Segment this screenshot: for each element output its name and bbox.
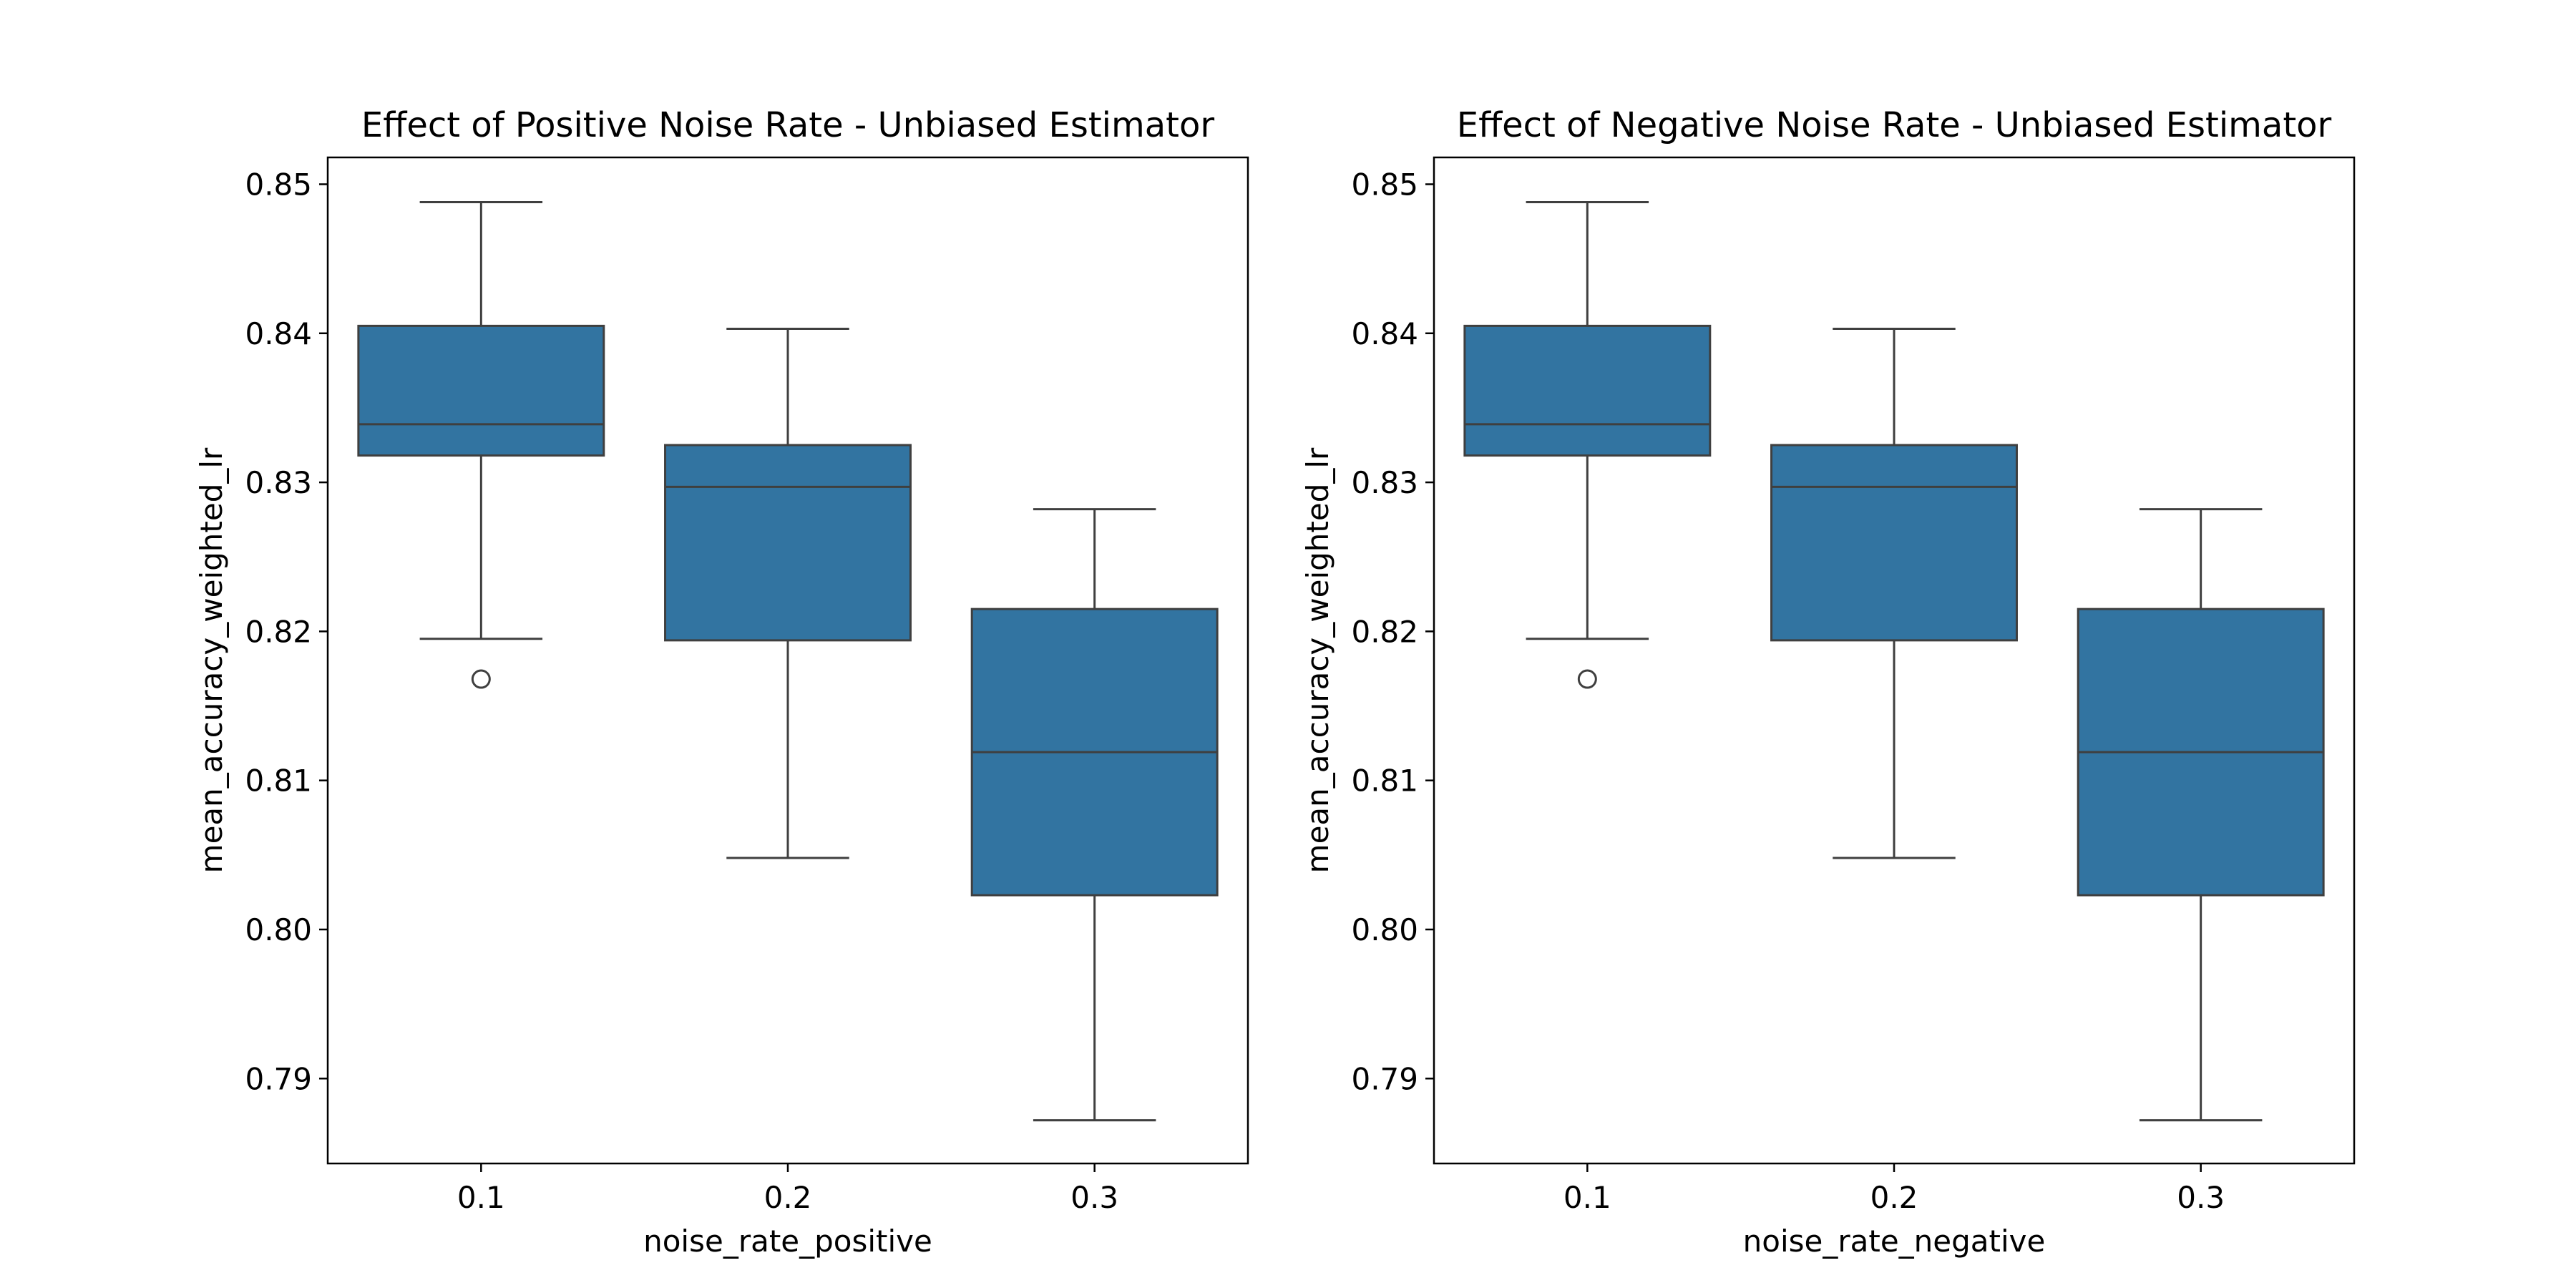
- x-tick-label: 0.1: [1563, 1180, 1611, 1215]
- box-0-3: [970, 508, 1219, 1122]
- y-tick-label: 0.80: [1351, 912, 1418, 947]
- chart-title: Effect of Positive Noise Rate - Unbiased…: [361, 105, 1214, 145]
- x-axis-label: noise_rate_positive: [643, 1224, 932, 1259]
- axes-frame: [1433, 156, 2356, 1165]
- box-iqr: [1770, 444, 2018, 642]
- y-tick-label: 0.83: [1351, 465, 1418, 500]
- subplot-negative-noise: Effect of Negative Noise Rate - Unbiased…: [1300, 105, 2356, 1259]
- box-0-2: [664, 328, 912, 859]
- y-tick-label: 0.82: [1351, 614, 1418, 649]
- plot-area: 0.79 0.80 0.81 0.82 0.83 0.84 0.85 0.1 0.2 0.3: [1351, 167, 2325, 1215]
- y-tick-label: 0.80: [245, 912, 312, 947]
- x-tick-label: 0.1: [457, 1180, 505, 1215]
- axes-frame: [326, 156, 1249, 1165]
- x-tick-label: 0.3: [1070, 1180, 1118, 1215]
- box-0-1: [1463, 200, 1712, 689]
- plot-area: 0.79 0.80 0.81 0.82 0.83 0.84 0.85 0.1 0.2 0.3: [245, 167, 1219, 1215]
- y-tick-label: 0.83: [245, 465, 312, 500]
- y-axis-label: mean_accuracy_weighted_lr: [194, 447, 229, 873]
- box-0-3: [2077, 508, 2325, 1122]
- chart-title: Effect of Negative Noise Rate - Unbiased…: [1457, 105, 2332, 145]
- x-axis-label: noise_rate_negative: [1743, 1224, 2046, 1259]
- box-0-2: [1770, 328, 2018, 859]
- subplot-positive-noise: Effect of Positive Noise Rate - Unbiased…: [194, 105, 1249, 1259]
- y-tick-label: 0.81: [1351, 763, 1418, 799]
- x-tick-label: 0.2: [1870, 1180, 1918, 1215]
- box-iqr: [664, 444, 912, 642]
- box-iqr: [1463, 324, 1712, 457]
- y-tick-label: 0.85: [245, 167, 312, 202]
- x-tick-label: 0.3: [2177, 1180, 2225, 1215]
- y-tick-label: 0.79: [245, 1061, 312, 1096]
- y-tick-label: 0.79: [1351, 1061, 1418, 1096]
- y-tick-label: 0.85: [1351, 167, 1418, 202]
- y-axis-label: mean_accuracy_weighted_lr: [1300, 447, 1335, 873]
- outlier-point: [1577, 669, 1597, 689]
- outlier-point: [471, 669, 491, 689]
- y-tick-label: 0.84: [245, 316, 312, 351]
- box-0-1: [357, 200, 605, 689]
- y-tick-label: 0.82: [245, 614, 312, 649]
- y-tick-label: 0.81: [245, 763, 312, 799]
- x-tick-label: 0.2: [764, 1180, 812, 1215]
- box-iqr: [357, 324, 605, 457]
- y-tick-label: 0.84: [1351, 316, 1418, 351]
